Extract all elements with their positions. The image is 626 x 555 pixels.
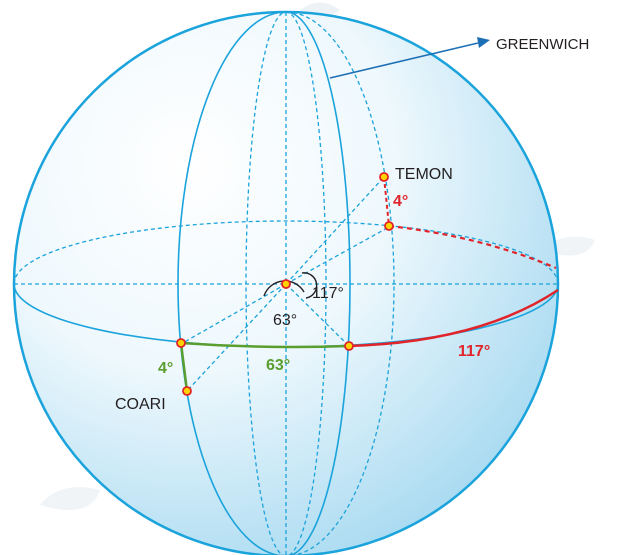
temon-label: TEMON xyxy=(395,166,453,183)
arc-117-line xyxy=(348,288,559,348)
greenwich-pointer-line xyxy=(329,42,479,79)
center-angle-arc-small xyxy=(301,272,318,299)
coari-equator-point xyxy=(176,338,186,348)
arc-117-label: 117° xyxy=(458,343,490,360)
temon-parallel-back xyxy=(388,224,557,270)
coari-latitude-segment xyxy=(179,342,189,392)
equator-back xyxy=(13,220,559,285)
center-point xyxy=(281,279,291,289)
center-angle-63-label: 63° xyxy=(273,312,297,329)
greenwich-label: GREENWICH xyxy=(496,36,589,53)
coari-point xyxy=(182,386,192,396)
meridian-greenwich-front xyxy=(285,11,351,555)
radius-lines xyxy=(180,176,390,392)
greenwich-equator-point xyxy=(344,341,354,351)
coari-label: COARI xyxy=(115,396,166,413)
coari-latitude-label: 4° xyxy=(158,360,173,377)
greenwich-pointer-arrowhead xyxy=(477,37,490,48)
points xyxy=(176,172,394,396)
center-angle-117-label: 117° xyxy=(312,285,344,302)
temon-latitude-label: 4° xyxy=(393,193,408,210)
temon-parallel-point xyxy=(384,221,394,231)
temon-latitude-segment xyxy=(383,176,390,227)
temon-point xyxy=(379,172,389,182)
meridian-left-back xyxy=(285,11,395,555)
meridian-left-front xyxy=(177,11,287,555)
arc-63-line xyxy=(180,341,350,349)
arc-63-label: 63° xyxy=(266,357,290,374)
